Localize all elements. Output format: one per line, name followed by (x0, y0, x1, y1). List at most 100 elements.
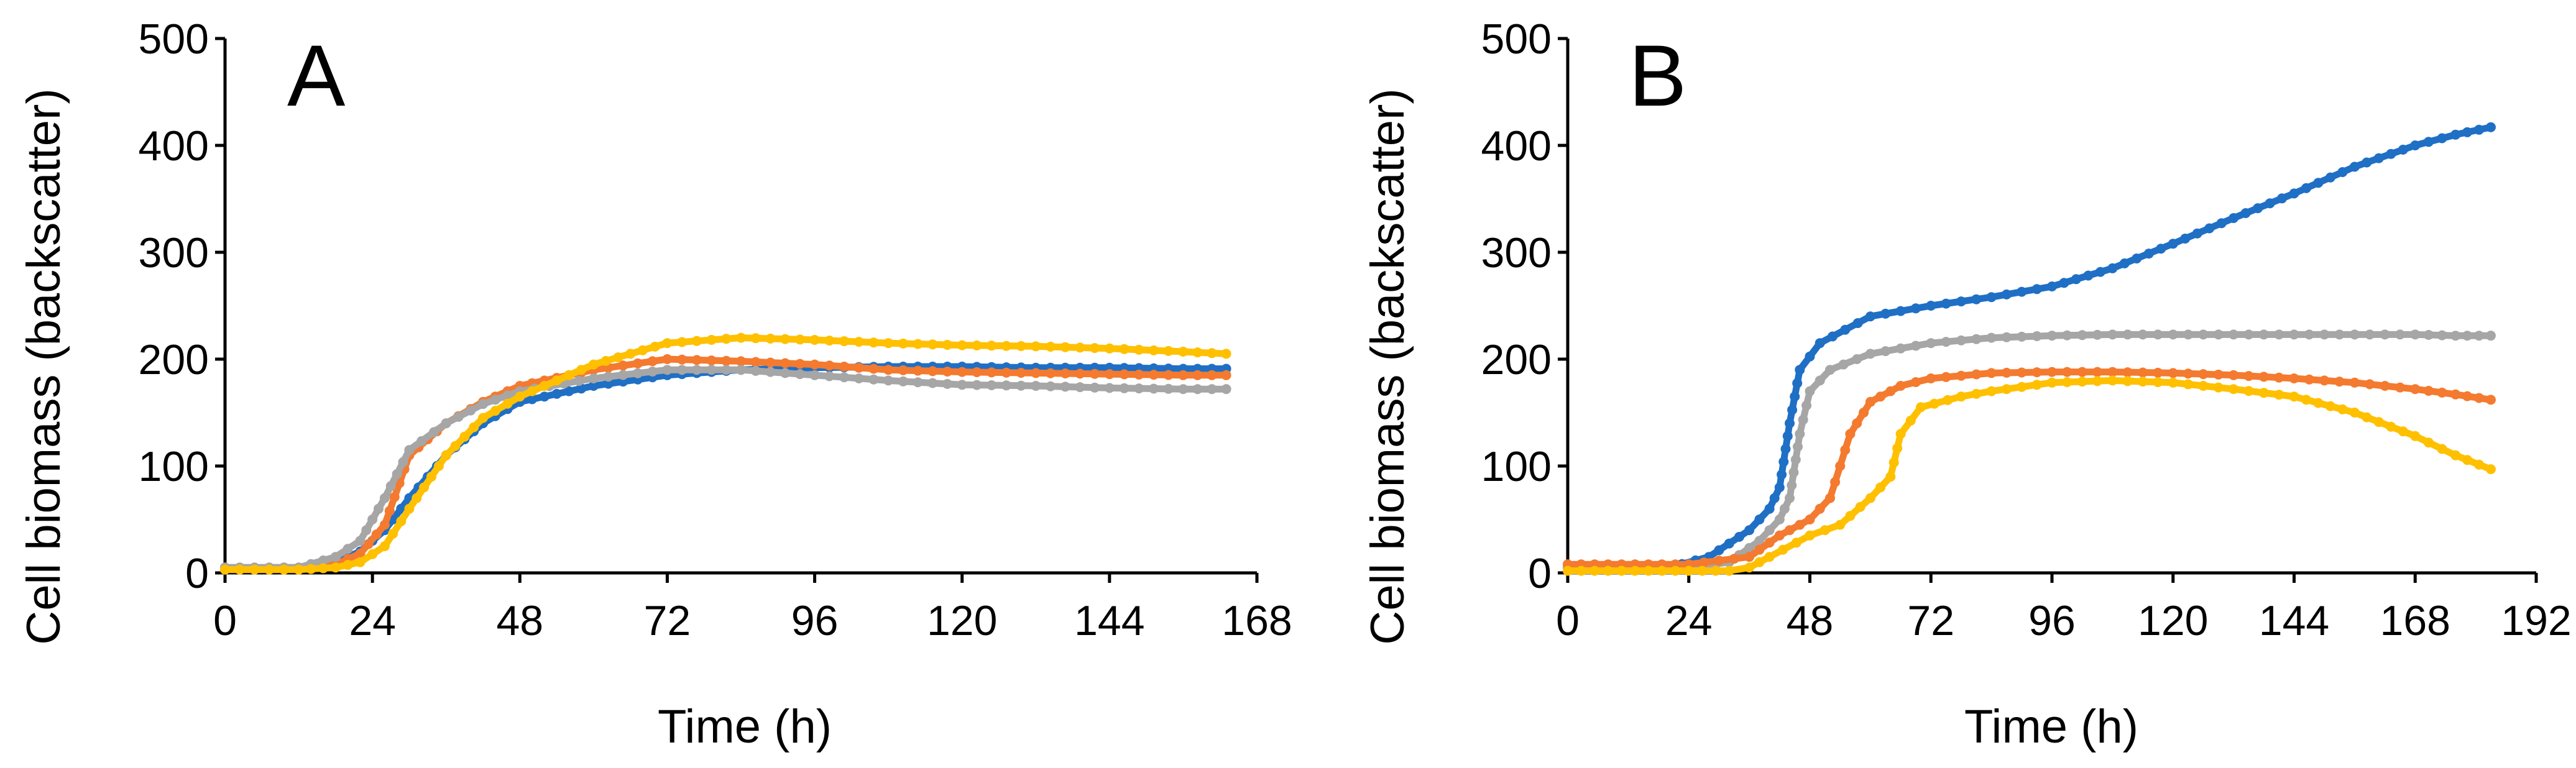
data-point-b-2 (2062, 367, 2072, 377)
x-tick-label-b: 120 (2138, 597, 2208, 644)
data-point-b-3 (2274, 390, 2284, 400)
data-point-b-0 (1895, 306, 1906, 316)
data-point-a-1 (363, 539, 374, 549)
data-point-b-1 (2229, 329, 2239, 340)
data-point-a-1 (1060, 368, 1070, 378)
data-point-b-3 (1576, 565, 1586, 576)
data-point-b-2 (1744, 552, 1755, 562)
data-point-a-2 (603, 372, 614, 382)
data-point-a-2 (490, 395, 500, 405)
data-point-a-1 (853, 362, 864, 373)
data-point-b-0 (2083, 270, 2094, 281)
data-point-a-2 (853, 373, 864, 383)
data-point-a-2 (1090, 382, 1100, 393)
data-point-a-2 (1134, 383, 1144, 394)
data-point-a-2 (927, 378, 938, 388)
data-point-b-3 (2485, 464, 2496, 475)
data-point-b-3 (1643, 565, 1654, 576)
data-point-b-0 (2119, 258, 2130, 268)
data-point-a-2 (868, 374, 879, 385)
data-point-a-1 (677, 354, 688, 365)
data-point-b-3 (1630, 565, 1640, 576)
data-point-b-3 (2398, 426, 2408, 437)
data-point-a-1 (913, 365, 923, 376)
data-point-a-0 (551, 388, 562, 399)
data-point-b-0 (1744, 525, 1755, 536)
data-point-a-3 (913, 339, 923, 349)
data-point-a-2 (691, 365, 702, 375)
data-point-b-0 (1778, 457, 1789, 467)
x-tick-label-b: 96 (2028, 597, 2076, 644)
data-point-b-3 (1754, 557, 1765, 567)
data-point-a-1 (389, 491, 400, 502)
data-point-a-2 (343, 544, 353, 554)
data-point-b-1 (2349, 329, 2360, 340)
data-point-a-3 (691, 336, 702, 346)
data-point-b-0 (2277, 193, 2287, 204)
data-point-b-3 (2373, 417, 2384, 427)
data-point-b-1 (1956, 335, 1966, 345)
data-point-a-1 (1046, 368, 1056, 378)
plot-area-b: 0 100 200 300 400 500 0 24 48 72 96 120 144 168 192 (1481, 16, 2572, 644)
data-point-b-2 (2153, 367, 2163, 378)
data-point-a-3 (1221, 349, 1231, 359)
data-point-b-2 (2365, 379, 2375, 390)
x-tick-label-b: 0 (1556, 597, 1580, 644)
data-point-b-0 (1787, 405, 1798, 415)
data-point-b-3 (2062, 377, 2072, 387)
data-point-a-3 (839, 336, 849, 347)
data-point-a-3 (412, 493, 422, 503)
data-point-a-1 (379, 519, 390, 530)
data-point-a-2 (765, 367, 776, 377)
data-point-b-2 (2002, 367, 2012, 378)
data-point-b-0 (1840, 324, 1851, 335)
data-point-a-2 (1149, 383, 1159, 394)
data-point-b-3 (1657, 565, 1667, 576)
data-point-a-3 (883, 338, 894, 349)
data-point-a-3 (780, 334, 791, 344)
data-point-b-1 (2394, 329, 2405, 340)
data-point-a-1 (1149, 370, 1159, 380)
data-point-b-0 (2325, 172, 2335, 183)
data-point-b-2 (2107, 367, 2118, 377)
data-point-b-2 (1885, 386, 1896, 396)
data-point-b-1 (2380, 329, 2390, 340)
data-point-b-1 (1793, 442, 1803, 452)
panel-label-b: B (1629, 27, 1686, 124)
data-point-b-3 (1905, 415, 1916, 426)
data-point-b-1 (1880, 346, 1891, 357)
data-point-b-0 (2156, 244, 2166, 254)
data-point-b-3 (2349, 408, 2360, 418)
data-point-b-0 (2095, 267, 2105, 277)
data-point-b-2 (1830, 477, 1841, 487)
data-point-b-3 (2410, 431, 2421, 441)
data-point-b-1 (2450, 331, 2461, 341)
data-point-b-2 (1785, 525, 1795, 536)
data-point-b-0 (1805, 351, 1815, 362)
data-point-a-3 (1119, 344, 1129, 354)
data-point-b-0 (2059, 278, 2069, 288)
data-point-b-1 (2334, 329, 2345, 340)
data-point-a-2 (1221, 384, 1231, 395)
data-point-a-2 (662, 365, 673, 375)
data-point-b-1 (2289, 329, 2299, 340)
data-point-b-1 (1852, 354, 1862, 364)
data-point-a-1 (883, 365, 894, 375)
x-tick-label-b: 192 (2501, 597, 2571, 644)
data-point-b-0 (2485, 122, 2496, 132)
data-point-a-3 (426, 472, 436, 482)
data-point-b-3 (1855, 501, 1865, 512)
data-point-b-3 (2168, 377, 2178, 388)
data-point-b-2 (1729, 554, 1739, 564)
data-point-a-1 (1031, 368, 1041, 378)
data-point-b-3 (2229, 384, 2239, 395)
data-point-b-2 (2274, 372, 2284, 383)
data-point-b-0 (1865, 311, 1875, 322)
data-point-a-2 (330, 552, 341, 562)
data-point-b-0 (1815, 338, 1825, 349)
data-point-b-3 (2462, 455, 2473, 465)
data-point-b-3 (2258, 388, 2269, 398)
data-point-b-3 (1885, 472, 1896, 482)
data-point-a-1 (898, 365, 908, 375)
